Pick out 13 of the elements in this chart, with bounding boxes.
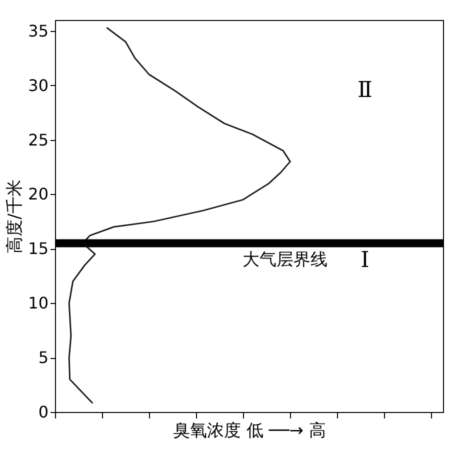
y-tick-label: 5 (38, 348, 48, 368)
y-tick-label: 35 (28, 21, 48, 40)
x-axis-title: 臭氧浓度 低 ──→ 高 (173, 421, 326, 441)
y-tick-label: 10 (28, 294, 48, 313)
y-tick-label: 15 (28, 239, 48, 258)
y-axis-title: 高度/千米 (5, 180, 26, 254)
y-tick-label: 0 (38, 402, 48, 422)
text: Ⅱ (358, 78, 372, 103)
y-tick-label: 20 (28, 184, 48, 204)
ref-line-label: 大气层界线 (242, 250, 328, 270)
text: Ⅰ (360, 248, 370, 273)
y-tick-label: 30 (28, 76, 48, 95)
y-tick-label: 25 (28, 130, 48, 150)
